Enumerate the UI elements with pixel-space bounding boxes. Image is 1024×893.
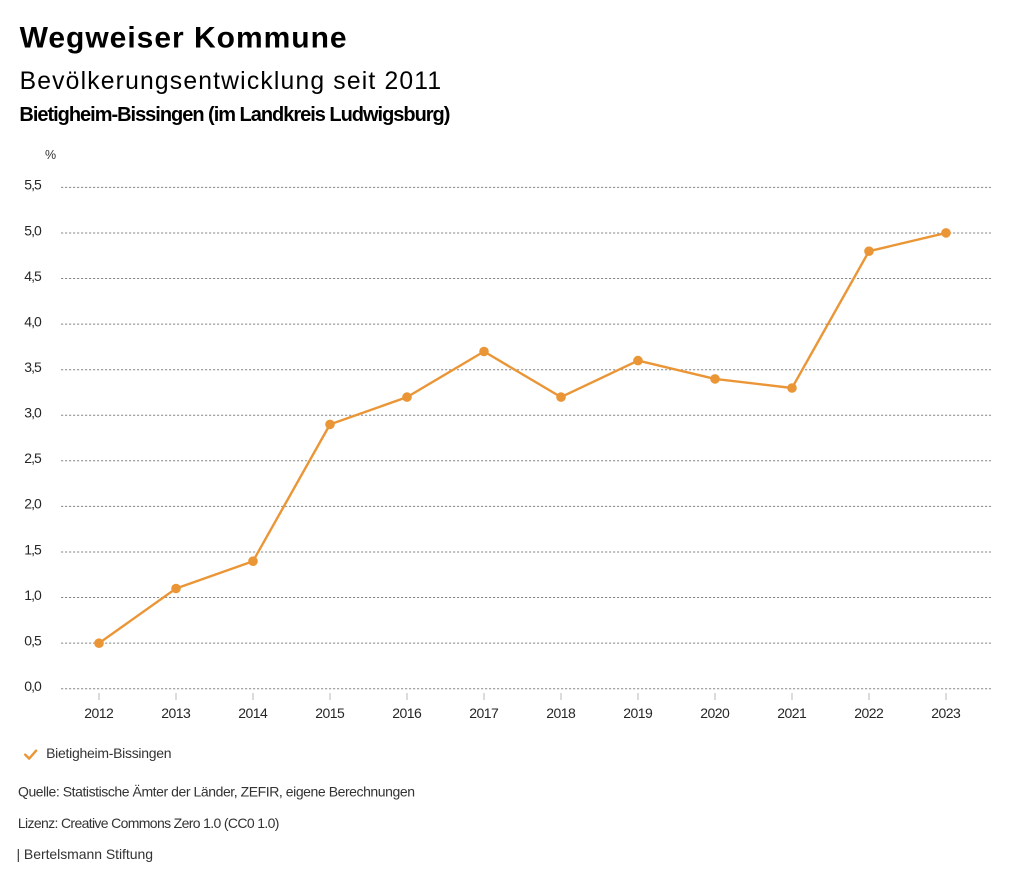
svg-text:0,0: 0,0 (24, 678, 42, 694)
svg-text:2018: 2018 (546, 705, 576, 721)
svg-text:Quelle: Statistische Ämter der: Quelle: Statistische Ämter der Länder, Z… (18, 784, 415, 800)
svg-text:3,5: 3,5 (24, 359, 42, 375)
svg-text:4,0: 4,0 (24, 313, 42, 329)
svg-text:2021: 2021 (777, 705, 807, 721)
svg-text:Bevölkerungsentwicklung seit 2: Bevölkerungsentwicklung seit 2011 (20, 68, 442, 95)
svg-text:2017: 2017 (469, 705, 499, 721)
svg-text:| Bertelsmann Stiftung: | Bertelsmann Stiftung (17, 846, 154, 862)
svg-text:2019: 2019 (623, 705, 653, 721)
svg-text:3,0: 3,0 (24, 405, 42, 421)
svg-text:5,0: 5,0 (24, 222, 42, 238)
svg-text:2014: 2014 (238, 705, 268, 721)
svg-text:2,0: 2,0 (24, 496, 42, 512)
svg-text:2,5: 2,5 (24, 450, 42, 466)
svg-text:5,5: 5,5 (24, 177, 42, 193)
svg-text:2015: 2015 (315, 705, 345, 721)
svg-text:1,5: 1,5 (24, 541, 42, 557)
svg-text:0,5: 0,5 (24, 632, 42, 648)
svg-text:4,5: 4,5 (24, 268, 42, 284)
svg-text:2013: 2013 (161, 705, 191, 721)
svg-text:Wegweiser Kommune: Wegweiser Kommune (20, 21, 347, 54)
svg-text:Lizenz: Creative Commons Zero: Lizenz: Creative Commons Zero 1.0 (CC0 1… (18, 815, 280, 831)
svg-text:Bietigheim-Bissingen (im Landk: Bietigheim-Bissingen (im Landkreis Ludwi… (19, 104, 450, 126)
svg-text:Bietigheim-Bissingen: Bietigheim-Bissingen (46, 745, 172, 761)
svg-text:1,0: 1,0 (24, 587, 42, 603)
svg-text:2023: 2023 (931, 705, 961, 721)
svg-text:2022: 2022 (854, 705, 884, 721)
svg-text:2020: 2020 (700, 705, 730, 721)
svg-text:2016: 2016 (392, 705, 422, 721)
svg-text:%: % (45, 148, 56, 162)
svg-text:2012: 2012 (84, 705, 114, 721)
